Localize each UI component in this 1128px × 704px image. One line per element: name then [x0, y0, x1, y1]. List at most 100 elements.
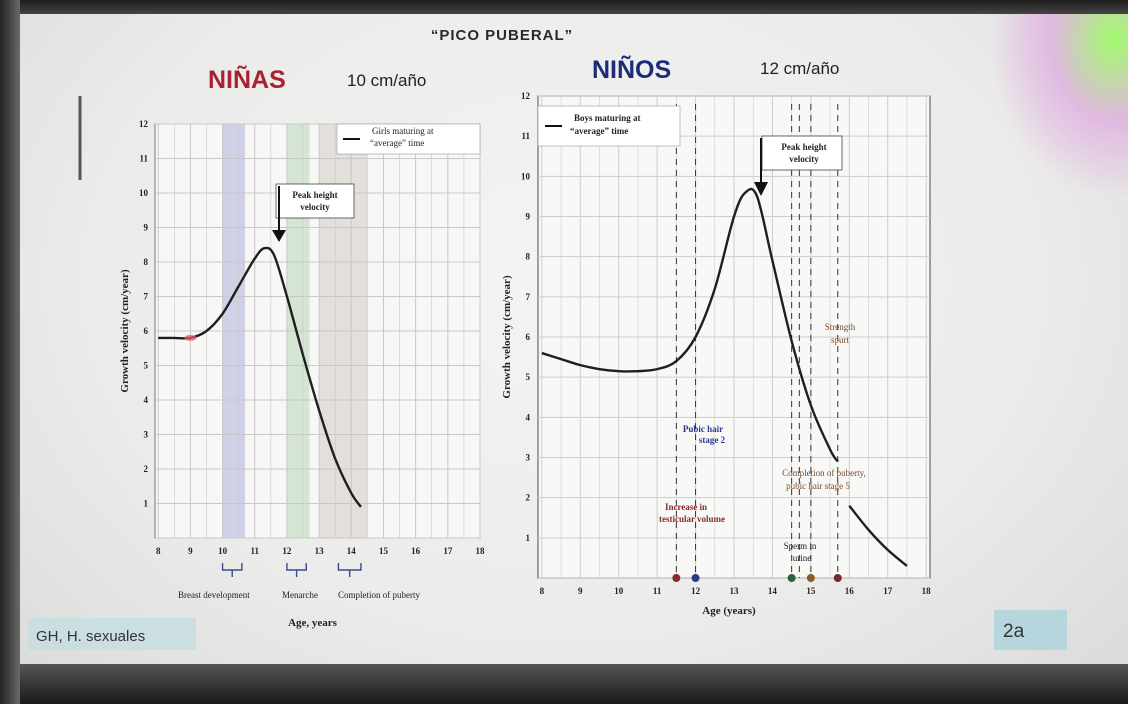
girls-heading: NIÑAS [208, 64, 286, 94]
girls-y-tick-label: 8 [144, 257, 149, 267]
girls-y-tick-label: 3 [144, 430, 149, 440]
boys-legend-label-2: “average” time [570, 126, 628, 136]
boys-y-tick-label: 1 [526, 533, 531, 543]
boys-testicular-label-2: testicular volume [659, 514, 725, 524]
boys-event-dot [806, 574, 815, 582]
girls-x-tick-label: 15 [379, 546, 389, 556]
boys-x-tick-label: 9 [578, 586, 583, 596]
projector-glare [988, 0, 1128, 200]
slide-title: “PICO PUBERAL” [431, 27, 573, 44]
girls-start-marker [184, 334, 197, 341]
girls-x-tick-label: 17 [443, 546, 453, 556]
boys-event-dot [787, 574, 796, 582]
boys-x-axis-label: Age (years) [702, 605, 756, 617]
girls-x-tick-label: 18 [476, 546, 486, 556]
boys-y-tick-label: 7 [526, 292, 531, 302]
boys-strength-label-1: Strength [825, 322, 856, 332]
girls-peak-label-2: velocity [300, 202, 330, 212]
girls-x-tick-label: 9 [188, 546, 193, 556]
boys-peak-label-2: velocity [789, 154, 819, 164]
girls-peak-box [275, 183, 355, 219]
boys-y-tick-label: 2 [526, 493, 531, 503]
boys-event-dot [672, 574, 681, 582]
boys-y-tick-label: 5 [526, 372, 531, 382]
girls-y-tick-label: 10 [139, 188, 149, 198]
girls-y-tick-label: 6 [144, 326, 149, 336]
footer-left-label: GH, H. sexuales [36, 628, 145, 645]
boys-pubic2-label-1: Pubic hair [683, 424, 723, 434]
girls-legend-label-2: “average” time [370, 138, 424, 148]
boys-x-tick-label: 12 [691, 586, 701, 596]
boys-y-tick-label: 12 [521, 91, 531, 101]
boys-y-tick-label: 8 [526, 252, 531, 262]
girls-y-tick-label: 2 [144, 464, 149, 474]
girls-y-tick-label: 5 [144, 361, 149, 371]
boys-y-tick-label: 10 [521, 171, 531, 181]
boys-testicular-label-1: Increase in [665, 502, 707, 512]
girls-peak-label-1: Peak height [292, 190, 337, 200]
boys-x-tick-label: 14 [768, 586, 778, 596]
boys-y-tick-label: 4 [526, 412, 531, 422]
girls-y-tick-label: 12 [139, 119, 149, 129]
boys-x-tick-label: 15 [806, 586, 816, 596]
boys-velocity-line-1 [541, 187, 839, 463]
boys-y-tick-label: 11 [521, 131, 530, 141]
footer-left-box [28, 618, 196, 650]
girls-legend-label-1: Girls maturing at [372, 126, 434, 136]
boys-y-tick-label: 9 [526, 212, 531, 222]
girls-legend-box [336, 123, 481, 155]
girls-x-tick-label: 8 [156, 546, 161, 556]
boys-peak-box [761, 135, 843, 171]
footer-right-label: 2a [1003, 621, 1025, 642]
girls-x-tick-label: 16 [411, 546, 421, 556]
boys-heading: NIÑOS [592, 54, 671, 84]
footer-right-box [994, 610, 1067, 650]
girls-x-axis-label: Age, years [288, 617, 338, 629]
boys-x-tick-label: 11 [653, 586, 662, 596]
girls-x-tick-label: 11 [250, 546, 259, 556]
boys-x-tick-label: 10 [614, 586, 624, 596]
girls-x-tick-label: 12 [282, 546, 292, 556]
screen-top-edge [0, 0, 1128, 14]
boys-completion-label-1: Completion of puberty, [782, 468, 866, 478]
girls-x-tick-label: 14 [347, 546, 357, 556]
girls-event-bracket [337, 563, 362, 577]
boys-peak-arrow-head [754, 182, 768, 196]
girls-y-tick-label: 7 [144, 292, 149, 302]
girls-y-tick-label: 11 [139, 154, 148, 164]
girls-y-tick-label: 4 [144, 395, 149, 405]
girls-y-tick-label: 1 [144, 499, 149, 509]
boys-x-tick-label: 8 [540, 586, 545, 596]
girls-event-completion: Completion of puberty [338, 590, 420, 600]
girls-event-bracket [221, 563, 243, 577]
boys-x-tick-label: 16 [845, 586, 855, 596]
girls-y-axis-label: Growth velocity (cm/year) [119, 269, 131, 393]
girls-event-breast: Breast development [178, 590, 250, 600]
boys-peak-label-1: Peak height [781, 142, 826, 152]
girls-x-tick-label: 10 [218, 546, 228, 556]
boys-completion-label-2: pubic hair stage 5 [786, 481, 850, 491]
boys-event-dot [833, 574, 842, 582]
boys-y-tick-label: 3 [526, 453, 531, 463]
boys-x-tick-label: 18 [922, 586, 932, 596]
boys-sperm-label-2: urine [793, 553, 812, 563]
boys-x-tick-label: 13 [730, 586, 740, 596]
girls-x-tick-label: 13 [315, 546, 325, 556]
boys-velocity-line-2 [848, 504, 908, 567]
girls-y-tick-label: 9 [144, 223, 149, 233]
boys-x-tick-label: 17 [883, 586, 893, 596]
boys-rate: 12 cm/año [760, 59, 839, 78]
boys-legend-label-1: Boys maturing at [574, 113, 641, 123]
boys-y-tick-label: 6 [526, 332, 531, 342]
boys-strength-label-2: spurt [831, 335, 849, 345]
screen-left-edge [0, 0, 20, 704]
boys-sperm-label-1: Sperm in [784, 541, 817, 551]
girls-event-bracket [286, 563, 307, 577]
girls-rate: 10 cm/año [347, 71, 426, 90]
screen-bottom-edge [0, 664, 1128, 704]
boys-y-axis-label: Growth velocity (cm/year) [501, 275, 513, 399]
